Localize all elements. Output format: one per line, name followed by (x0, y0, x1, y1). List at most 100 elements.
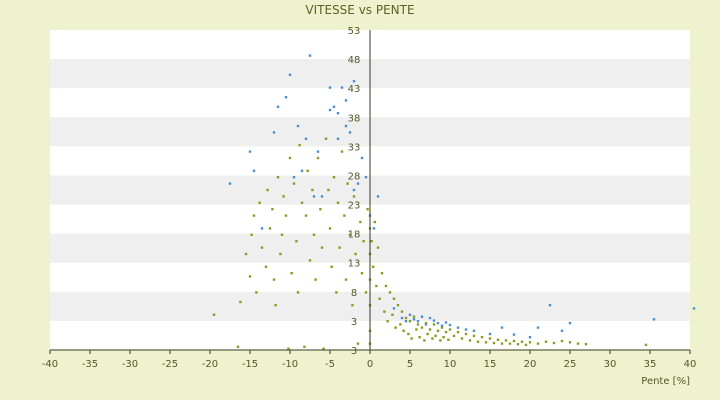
data-point (312, 233, 316, 236)
data-point (332, 176, 336, 179)
data-point (303, 345, 306, 348)
data-point (399, 323, 402, 326)
data-point (250, 233, 253, 236)
data-point (300, 169, 304, 172)
data-point (432, 319, 436, 322)
data-point (296, 291, 300, 294)
x-tick-label: -5 (325, 359, 335, 370)
data-point (356, 182, 360, 185)
data-point (266, 188, 269, 192)
data-point (252, 169, 256, 172)
data-point (366, 208, 369, 211)
data-point (472, 329, 476, 332)
data-point (464, 332, 468, 336)
data-point (272, 131, 276, 134)
data-point (274, 304, 277, 307)
data-point (380, 272, 384, 275)
data-point (264, 265, 268, 268)
data-point (316, 150, 320, 153)
data-point (346, 182, 349, 185)
data-point (372, 227, 376, 230)
data-point (375, 284, 378, 288)
data-point (276, 105, 280, 108)
y-tick-label: 23 (348, 201, 361, 212)
data-point (444, 321, 448, 324)
data-point (340, 86, 344, 89)
data-point (408, 313, 412, 316)
data-point (338, 246, 341, 249)
data-point (364, 291, 368, 294)
data-point (488, 337, 492, 340)
x-axis-label: Pente [%] (641, 376, 690, 387)
data-point (359, 220, 362, 224)
data-point (460, 337, 464, 340)
data-point (408, 320, 412, 323)
data-point (528, 336, 532, 339)
data-point (386, 320, 389, 323)
data-point (328, 227, 332, 230)
data-point (560, 329, 564, 332)
y-tick-label: 33 (348, 142, 361, 153)
data-point (448, 323, 452, 327)
data-point (319, 208, 322, 211)
data-point (314, 278, 317, 281)
data-point (344, 124, 348, 128)
y-tick-label: 28 (348, 171, 361, 182)
data-point (378, 297, 381, 300)
data-point (312, 195, 316, 198)
data-point (548, 304, 552, 307)
data-point (400, 310, 404, 313)
data-point (252, 214, 256, 217)
data-point (272, 278, 276, 281)
y-tick-label: 53 (348, 26, 361, 37)
data-point (296, 124, 300, 128)
data-point (584, 343, 588, 346)
data-point (392, 297, 396, 300)
data-point (280, 233, 284, 236)
data-point (330, 265, 333, 268)
data-point (444, 330, 448, 334)
data-point (316, 156, 320, 160)
data-point (472, 334, 476, 338)
data-point (284, 96, 288, 99)
data-point (360, 272, 364, 275)
data-point (352, 80, 356, 83)
data-point (410, 337, 413, 340)
data-point (552, 341, 556, 345)
x-tick-label: -35 (82, 359, 98, 370)
data-point (300, 201, 304, 204)
data-point (456, 326, 460, 329)
data-point (212, 313, 216, 316)
data-point (320, 246, 324, 249)
data-point (500, 342, 504, 345)
data-point (348, 233, 352, 236)
x-tick-label: 15 (484, 359, 497, 370)
data-point (384, 284, 388, 288)
data-point (279, 252, 282, 256)
data-point (336, 201, 340, 204)
data-point (356, 342, 360, 345)
data-point (228, 182, 232, 185)
data-point (423, 339, 426, 342)
data-point (244, 252, 248, 256)
data-point (412, 318, 416, 321)
data-point (524, 343, 528, 347)
y-tick-label: 48 (348, 55, 361, 66)
data-point (404, 320, 408, 323)
data-point (255, 291, 258, 294)
data-point (258, 201, 261, 204)
data-point (248, 150, 252, 153)
data-point (428, 328, 432, 331)
data-point (391, 313, 394, 316)
data-point (568, 321, 572, 325)
data-point (364, 176, 368, 179)
data-point (431, 337, 434, 340)
data-point (328, 86, 332, 89)
data-point (354, 252, 357, 256)
data-point (528, 341, 532, 344)
data-point (360, 156, 364, 160)
data-point (352, 195, 356, 198)
x-tick-label: 35 (644, 359, 657, 370)
data-point (448, 328, 452, 331)
